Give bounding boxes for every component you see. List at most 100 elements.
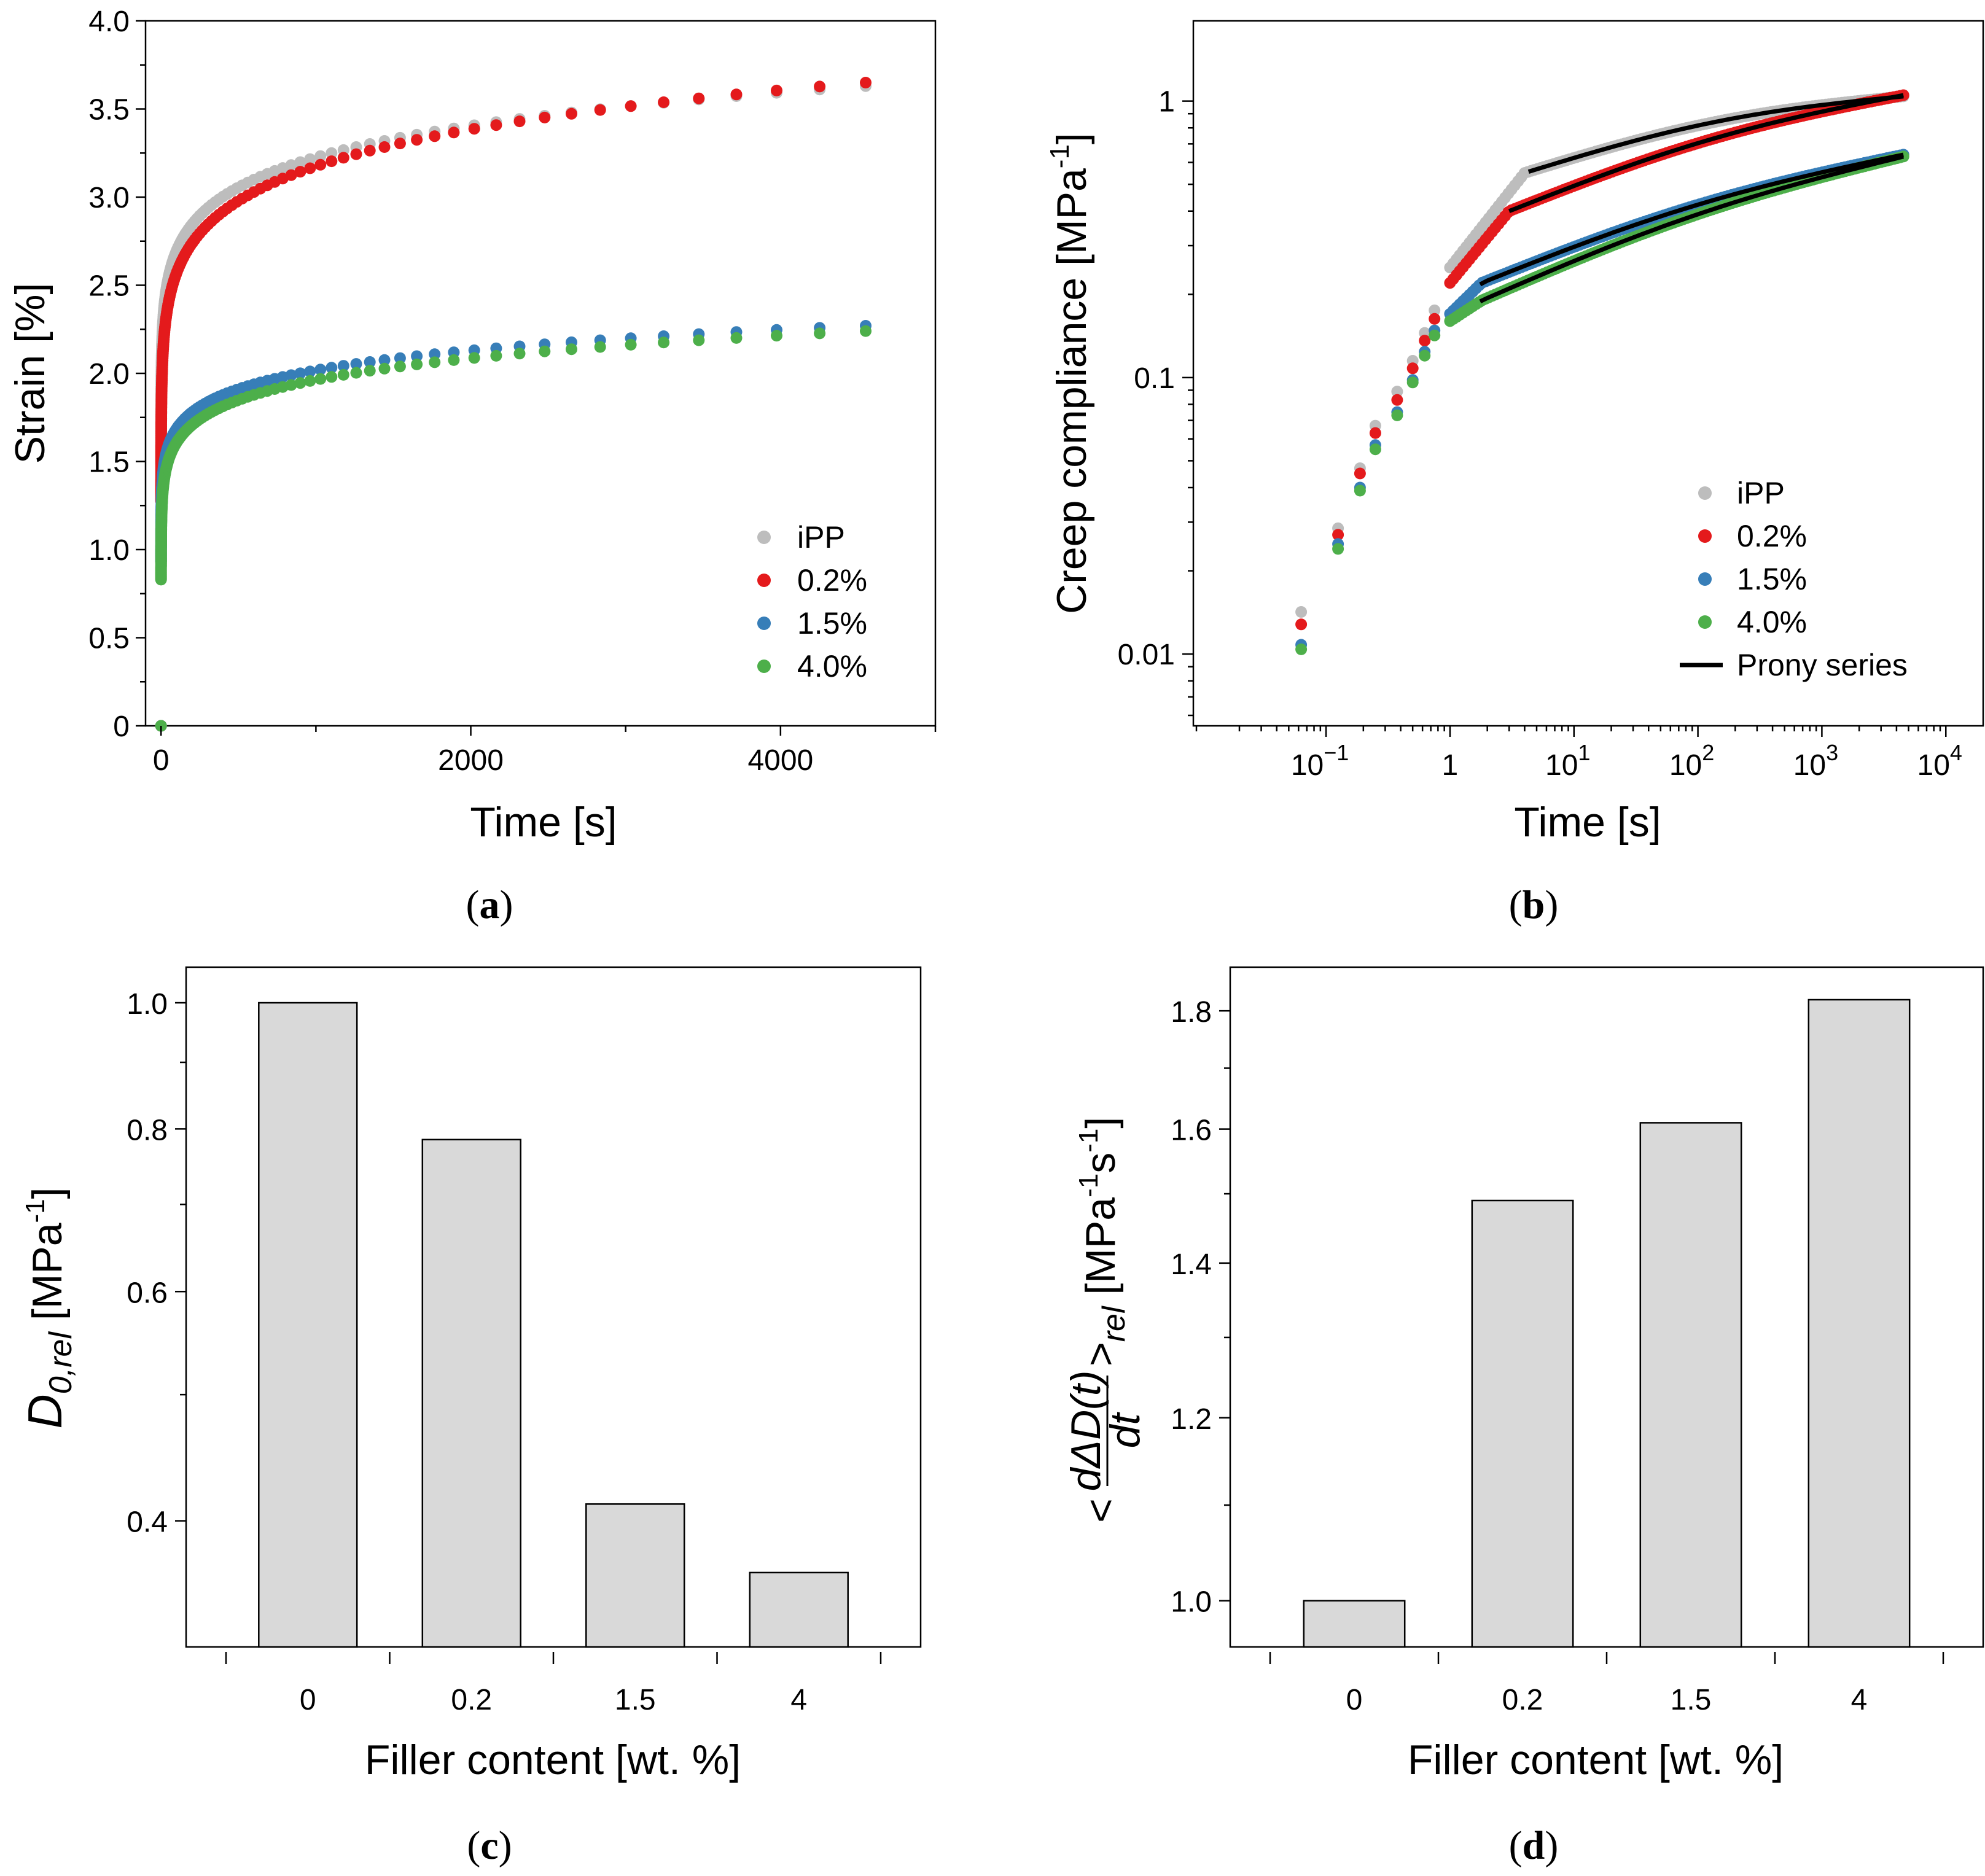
data-point [304, 375, 316, 387]
data-point [326, 155, 338, 168]
legend-marker [1698, 572, 1712, 586]
legend-item-ipp: iPP [1698, 476, 1785, 510]
data-point [285, 159, 297, 171]
data-point [658, 96, 670, 108]
panel-c-bars [258, 1002, 849, 1648]
panel-d-label: (d) [1509, 1823, 1559, 1868]
data-point [490, 119, 502, 131]
data-point [1406, 362, 1419, 375]
legend-marker [1698, 615, 1712, 629]
legend-label: 1.5% [797, 606, 867, 640]
y-tick-label: 1.4 [1171, 1248, 1212, 1281]
bar-0p2 [421, 1138, 521, 1648]
data-point [1419, 349, 1431, 362]
panel-d-y-axis-label: < dΔD(t) dt >rel [MPa-1s-1] [1063, 1117, 1148, 1523]
data-point [1354, 467, 1366, 480]
data-point [350, 367, 362, 379]
panel-b-legend: iPP 0.2% 1.5% 4.0% Prony series [1680, 476, 1908, 682]
legend-item-1p5pct: 1.5% [1698, 562, 1807, 596]
y-tick-label: 3.5 [88, 94, 130, 126]
y-tick-label: 1.2 [1171, 1403, 1212, 1436]
data-point [448, 354, 460, 366]
y-tick-label: 1 [1158, 86, 1175, 119]
data-point [429, 356, 441, 368]
data-point [1406, 376, 1419, 389]
panel-d-y-axis-label-sup1: -1 [1074, 1173, 1104, 1197]
data-point [350, 358, 362, 370]
panel-c-y-axis-label-sub: 0,rel [43, 1331, 79, 1395]
panel-b-label: (b) [1509, 882, 1559, 927]
y-tick-label: 2.0 [88, 358, 130, 391]
data-point [337, 152, 349, 164]
data-point [468, 123, 480, 135]
data-point [429, 348, 441, 360]
data-point [411, 358, 423, 370]
panel-c-x-axis: 0 0.2 1.5 4 [225, 1652, 882, 1716]
legend-label: 1.5% [1737, 562, 1807, 596]
data-point [814, 80, 826, 93]
data-point [411, 134, 423, 146]
data-point [337, 360, 349, 372]
bar-4 [749, 1571, 849, 1648]
data-point [1354, 485, 1366, 497]
panel-c-y-axis-label-sup: -1 [20, 1199, 50, 1223]
legend-label: 4.0% [797, 649, 867, 683]
y-tick-label: 3.0 [88, 182, 130, 214]
x-tick-label: 4 [790, 1684, 807, 1716]
bar-1p5 [585, 1503, 685, 1648]
x-tick-exponent: 4 [1950, 740, 1962, 765]
data-point [594, 104, 606, 116]
y-tick-label: 0.5 [88, 623, 130, 655]
panel-d-y-axis-label-sup2: -1 [1074, 1129, 1104, 1153]
panel-d-letter: d [1523, 1823, 1545, 1868]
panel-c-y-axis-label-end: ] [24, 1187, 71, 1199]
data-point [378, 354, 391, 366]
data-point [539, 345, 551, 357]
data-point [350, 148, 362, 160]
data-point [566, 343, 577, 356]
panel-b-y-axis-label: Creep compliance [MPa-1] [1045, 133, 1095, 614]
data-point [539, 111, 551, 123]
data-point [285, 169, 297, 181]
panel-c-y-axis-label-main: D [18, 1394, 72, 1428]
x-tick-label: 4 [1851, 1684, 1868, 1716]
x-tick-label: 0 [153, 744, 170, 777]
data-point [429, 130, 441, 142]
legend-marker [757, 617, 771, 630]
x-tick-label: 101 [1545, 740, 1590, 782]
panel-b: 10−1 1 101 102 103 104 0.010.11 Time [s] Cree… [1045, 20, 1984, 927]
x-tick-base: 1 [1442, 749, 1459, 782]
x-tick-label: 2000 [438, 744, 504, 777]
y-tick-label: 0.01 [1118, 639, 1175, 671]
data-point [314, 373, 327, 385]
legend-label: iPP [797, 520, 845, 555]
panel-a-data-marks [155, 77, 872, 732]
panel-d-y-axis-label-num: dΔD(t) [1063, 1371, 1109, 1492]
data-point [490, 349, 502, 362]
data-point [814, 327, 826, 340]
data-point [304, 162, 316, 174]
y-tick-label: 0.4 [127, 1506, 168, 1539]
x-tick-base: 10 [1291, 749, 1324, 782]
x-tick-label: 4000 [747, 744, 813, 777]
legend-item-0p2pct: 0.2% [757, 563, 867, 597]
y-tick-label: 1.8 [1171, 996, 1212, 1029]
panel-a-x-axis-label: Time [s] [470, 799, 617, 846]
data-point [364, 144, 376, 157]
x-tick-label: 102 [1669, 740, 1714, 782]
panel-b-y-axis-label-sup: -1 [1045, 144, 1075, 168]
panel-d-y-axis-label-lt: < [1077, 1498, 1124, 1523]
panel-c-x-axis-label: Filler content [wt. %] [365, 1737, 741, 1783]
data-point [314, 364, 327, 376]
x-tick-label: 0 [1346, 1684, 1363, 1716]
y-tick-label: 1.6 [1171, 1115, 1212, 1147]
panel-d-y-axis-label-sub: rel [1096, 1306, 1132, 1342]
data-point [294, 156, 306, 168]
panel-d-y-axis-label-gt: > [1077, 1342, 1124, 1366]
x-tick-label: 103 [1793, 740, 1838, 782]
data-point [1391, 409, 1403, 421]
legend-item-4p0pct: 4.0% [1698, 605, 1807, 639]
x-tick-base: 10 [1917, 749, 1950, 782]
panel-c-letter: c [480, 1823, 498, 1868]
series-4p0pct [1295, 150, 1909, 655]
